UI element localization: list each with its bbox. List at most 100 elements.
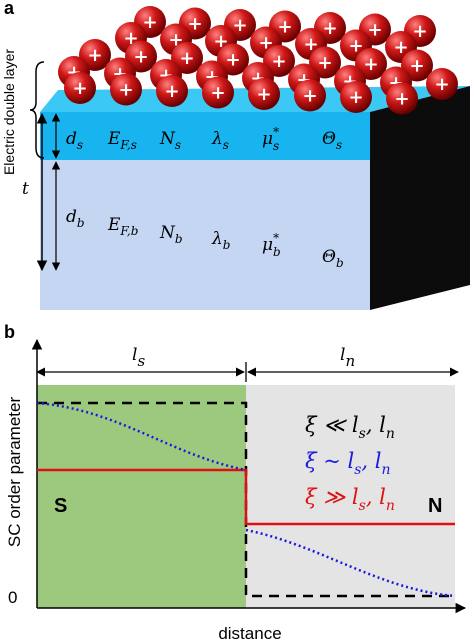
symbol: N [159,223,176,243]
symbol: E [107,129,121,149]
ion-symbol: + [302,86,317,107]
subscript: n [386,498,395,514]
ion-symbol: + [367,20,382,41]
subscript: b [336,256,344,270]
ion-symbol: + [409,56,424,77]
symbol: l [340,345,345,365]
ion-symbol: + [348,87,363,108]
subscript: n [345,352,355,370]
parameter: λb [211,229,230,252]
ion-symbol: + [394,89,409,110]
subscript: F,b [119,224,138,238]
symbol: l [132,345,137,365]
ion-symbol: + [348,36,363,57]
ion-symbol: + [256,84,271,105]
ion [202,76,234,109]
x-axis-label: distance [218,624,281,642]
ion-symbol: + [434,74,449,95]
s-label: S [54,495,67,517]
legend-text: , l [361,449,381,473]
symbol: Θ [322,129,336,149]
panel-label: b [4,322,15,342]
ion-symbol: + [179,48,194,69]
legend-text: ξ ≫ l [305,485,359,509]
edl-brace [29,61,45,159]
subscript: n [382,462,391,478]
subscript: b [175,232,183,246]
ion-symbol: + [225,50,240,71]
ion-symbol: + [232,15,247,36]
n-region [246,385,455,608]
ion-symbol: + [87,45,102,66]
legend-text: , l [366,413,386,437]
subscript: s [359,426,366,442]
ion [426,68,458,100]
ln-label: ln [340,345,355,370]
parameter: μ* s [262,125,279,153]
ls-label: ls [132,345,145,370]
superscript: * [273,125,279,139]
ion-symbol: + [317,53,332,74]
ion [64,72,96,104]
superscript: * [273,231,279,245]
parameter: ds [66,129,83,152]
legend-text: ξ ≪ l [305,413,359,437]
panel-label: a [4,0,15,18]
subscript: b [223,238,231,252]
ion-symbol: + [271,51,286,72]
ion-layer: + + + + + + ++ + + + + + ++ + + + + + + ++ + + + + + + + ++ + + + + + + + [58,6,458,115]
parameter: Nb [159,223,183,246]
symbol: d [66,129,77,149]
ion [294,79,326,112]
red-curve [37,468,455,526]
ion-symbol: + [164,81,179,102]
ion-symbol: + [363,54,378,75]
blue-curve [36,401,456,598]
subscript: s [359,498,366,514]
ion-symbol: + [142,12,157,33]
parameter: λs [211,129,229,152]
ion-symbol: + [133,47,148,68]
subscript: b [77,216,85,230]
subscript: s [223,138,229,152]
ion [156,75,188,107]
side-face [370,86,470,310]
subscript: s [175,138,181,152]
parameter: Θb [322,247,344,270]
symbol: λ [211,229,223,249]
edl-label: Electric double layer [1,49,17,175]
black-curve [37,401,455,598]
symbol: μ [262,235,273,255]
symbol: d [66,207,77,227]
legend-entry: ξ ≪ ls, ln [305,413,395,442]
y-axis-label: SC order parameter [5,397,24,548]
subscript: F,s [119,138,136,152]
legend-entry: ξ ~ ls, ln [305,449,391,478]
parameter: db [66,207,85,230]
ion-symbol: + [72,78,87,99]
ion [386,82,418,115]
ion [248,78,280,110]
ion-symbol: + [393,37,408,58]
legend-text: ξ ~ l [305,449,354,473]
subscript: s [336,138,342,152]
parameter: EF,b [107,215,138,238]
ion-symbol: + [412,21,427,42]
n-label: N [428,495,442,517]
parameter: EF,s [107,129,137,152]
symbol: N [159,129,176,149]
y-tick-label: 0 [8,588,17,607]
parameter: μ* b [262,231,281,259]
ion [340,81,372,113]
ion-symbol: + [277,17,292,38]
thickness-label: t [22,179,29,199]
subscript: n [386,426,395,442]
subscript: s [354,462,361,478]
parameter: Ns [159,129,181,152]
ion-symbol: + [187,14,202,35]
ion [110,73,142,106]
subscript: b [273,245,281,259]
symbol: E [107,215,121,235]
